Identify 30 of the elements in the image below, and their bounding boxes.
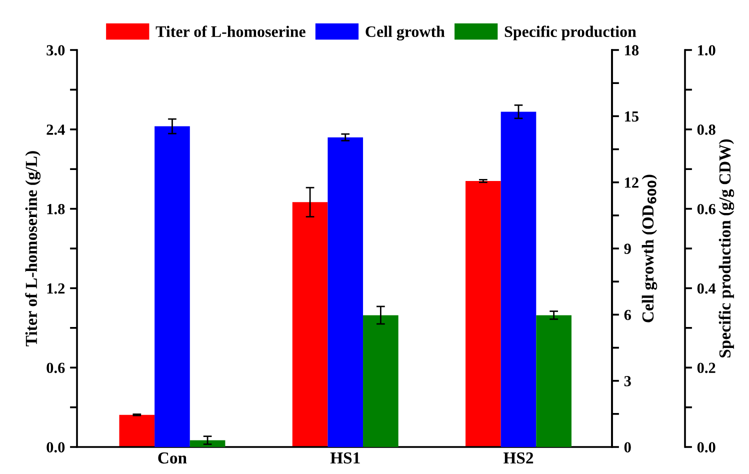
legend-label: Titer of L-homoserine [156, 26, 306, 38]
y3-tick-label: 0.6 [697, 204, 716, 214]
y2-tick-label: 18 [625, 45, 639, 56]
y3-tick-label: 0.2 [697, 362, 716, 374]
y3-tick-label: 1.0 [698, 45, 716, 56]
y3-tick-label: 0.0 [697, 442, 716, 453]
y2-axis-title: Cell growth (OD$_{600}$) [642, 174, 658, 322]
legend-label: Specific production [504, 26, 636, 40]
y-tick-label: 2.4 [46, 124, 65, 135]
x-tick-label: HS1 [330, 452, 360, 464]
y3-tick-label: 0.8 [697, 124, 716, 135]
y2-tick-label: 3 [624, 376, 631, 386]
x-tick-label: Con [158, 452, 187, 464]
y-tick-label: 3.0 [46, 45, 65, 56]
y2-tick-label: 9 [624, 244, 631, 254]
legend-label: Cell growth [366, 26, 445, 40]
bar [119, 414, 155, 447]
y-axis-title: Titer of L-homoserine (g/L) [25, 151, 41, 346]
y-tick-label: 1.8 [47, 204, 65, 214]
x-tick-label: HS2 [504, 452, 534, 464]
y2-tick-label: 0 [624, 442, 631, 452]
y2-tick-label: 12 [625, 178, 638, 188]
bar [154, 126, 190, 447]
y3-tick-label: 0.4 [697, 283, 716, 294]
y2-tick-label: 15 [625, 111, 639, 122]
y-tick-label: 0.0 [46, 442, 65, 453]
y-tick-label: 1.2 [47, 283, 65, 294]
y-tick-label: 0.6 [46, 362, 65, 374]
y3-axis-title: Specific production (g/g CDW) [718, 139, 734, 358]
y2-tick-label: 6 [624, 310, 631, 320]
